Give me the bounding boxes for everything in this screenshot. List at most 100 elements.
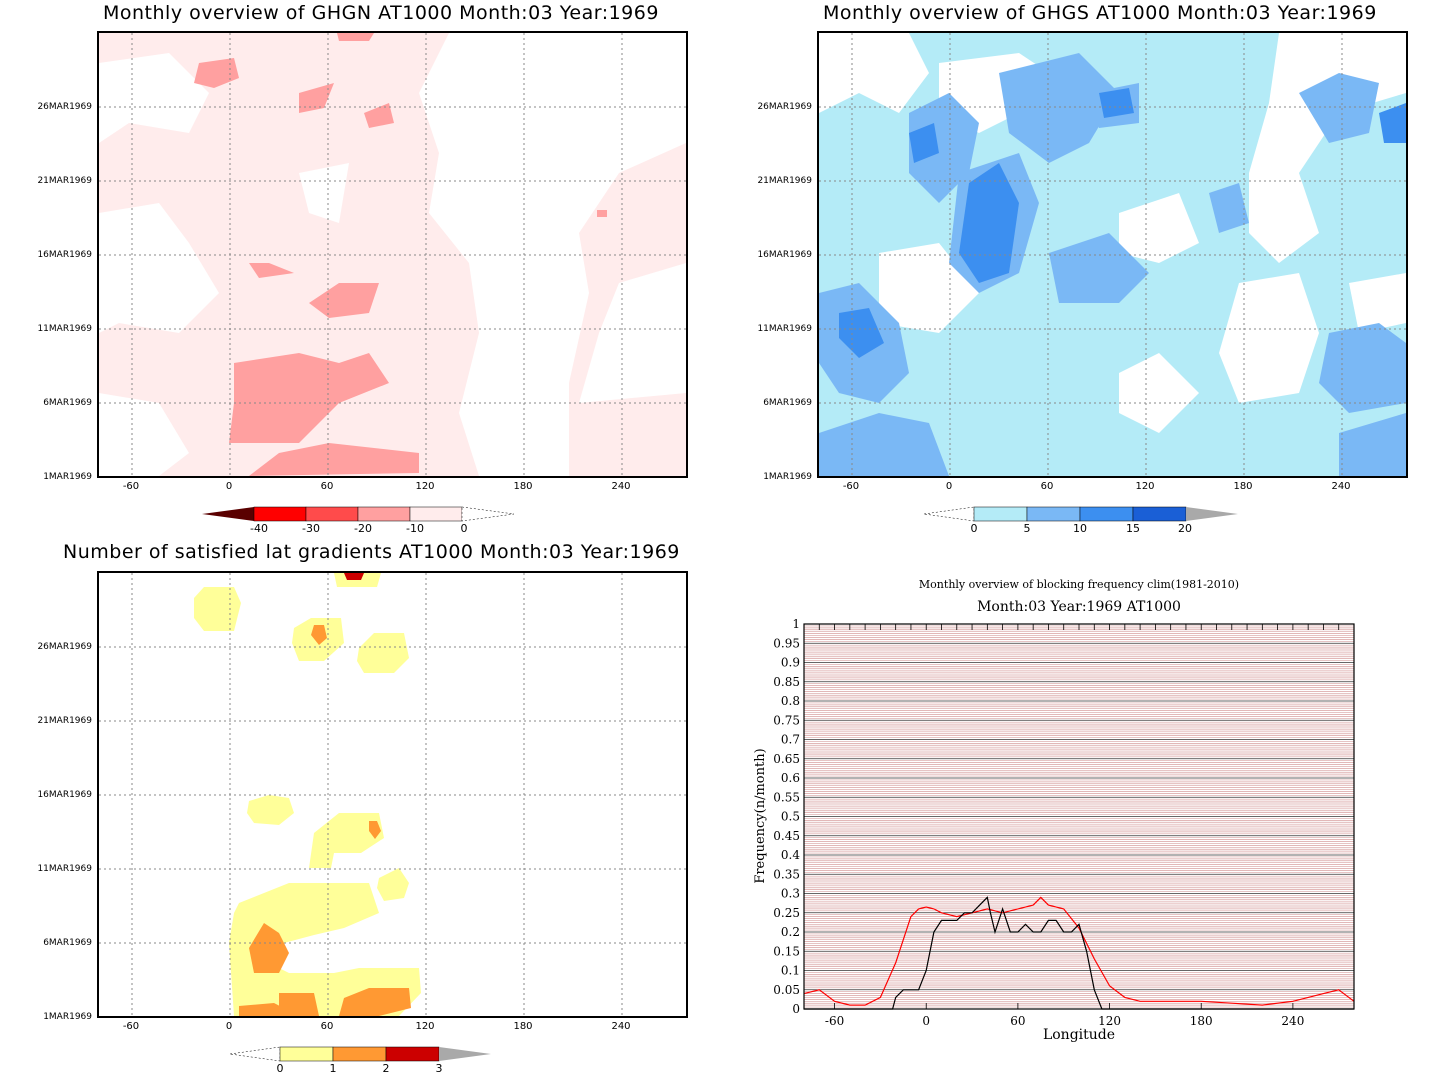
blocking-ytick-6: 0.3 [781,887,800,901]
ghgn-cbar-label-0: -40 [250,522,268,535]
gradients-xtick-5: 240 [611,1021,631,1032]
gradients-xtick-3: 120 [415,1021,435,1032]
ghgn-ytick-3: 16MAR1969 [37,250,92,260]
ghgn-cbar-label-4: 0 [460,522,468,535]
ghgs-xtick-5: 240 [1331,481,1351,492]
ghgs-grid [819,33,1406,476]
gradients-cbar-label-2: 2 [382,1062,390,1075]
gradients-cbar-label-3: 3 [435,1062,443,1075]
blocking-ytick-8: 0.4 [781,848,800,862]
ghgn-grid [99,33,686,476]
ghgs-colorbar [923,506,1238,522]
ghgs-xtick-0: -60 [842,481,860,492]
blocking-xtick-0: -60 [825,1014,844,1028]
gradients-cbar-label-1: 1 [329,1062,337,1075]
blocking-ytick-19: 0.95 [773,636,800,650]
ghgs-xtick-4: 180 [1233,481,1253,492]
ghgs-cbar-label-1: 5 [1023,522,1031,535]
ghgn-plot [97,31,688,478]
blocking-ytick-9: 0.45 [773,829,800,843]
ghgn-xtick-2: 60 [320,481,334,492]
ghgn-cbar-label-1: -30 [302,522,320,535]
blocking-xtick-3: 120 [1098,1014,1121,1028]
blocking-plot-area: 0 0.05 0.1 0.15 0.2 0.25 0.3 0.35 0.4 0.45 0.5 0.55… [773,617,1355,1028]
blocking-ytick-3: 0.15 [773,944,800,958]
ghgs-ytick-2: 11MAR1969 [757,324,812,334]
ghgn-ytick-2: 11MAR1969 [37,324,92,334]
gradients-xtick-2: 60 [320,1021,334,1032]
gradients-ytick-2: 11MAR1969 [37,864,92,874]
ghgs-cbar-label-4: 20 [1178,522,1192,535]
blocking-ytick-7: 0.35 [773,867,800,881]
gradients-xtick-4: 180 [513,1021,533,1032]
blocking-ytick-5: 0.25 [773,906,800,920]
gradients-grid [99,573,686,1016]
ghgn-xtick-3: 120 [415,481,435,492]
gradients-ytick-4: 21MAR1969 [37,716,92,726]
blocking-ytick-0: 0 [792,1002,800,1016]
ghgs-plot [817,31,1408,478]
blocking-frame [803,623,1355,1010]
blocking-series-1 [804,896,1354,1010]
ghgs-ytick-5: 26MAR1969 [757,102,812,112]
blocking-title: Monthly overview of blocking frequency c… [919,578,1239,591]
blocking-ytick-12: 0.6 [781,771,800,785]
blocking-ylabel: Frequency(n/month) [753,748,768,883]
ghgn-colorbar [202,506,515,522]
blocking-xtick-5: 240 [1281,1014,1304,1028]
blocking-ytick-2: 0.1 [781,964,800,978]
gradients-xtick-0: -60 [122,1021,140,1032]
gradients-ytick-0: 1MAR1969 [43,1012,92,1022]
ghgn-cbar-label-2: -20 [354,522,372,535]
ghgn-ytick-1: 6MAR1969 [43,398,92,408]
ghgs-xtick-2: 60 [1040,481,1054,492]
ghgs-xtick-3: 120 [1135,481,1155,492]
ghgs-xtick-1: 0 [945,481,953,492]
blocking-ytick-17: 0.85 [773,675,800,689]
ghgs-cbar-label-0: 0 [970,522,978,535]
gradients-ytick-3: 16MAR1969 [37,790,92,800]
blocking-ytick-16: 0.8 [781,694,800,708]
ghgn-ytick-0: 1MAR1969 [43,472,92,482]
blocking-ytick-20: 1 [792,617,800,631]
ghgn-ytick-4: 21MAR1969 [37,176,92,186]
blocking-chart: Monthly overview of blocking frequency c… [753,578,1355,1043]
blocking-ytick-10: 0.5 [781,810,800,824]
blocking-subtitle: Month:03 Year:1969 AT1000 [977,599,1181,615]
ghgn-cbar-label-3: -10 [406,522,424,535]
blocking-ytick-1: 0.05 [773,983,800,997]
blocking-ytick-15: 0.75 [773,713,800,727]
ghgs-ytick-0: 1MAR1969 [763,472,812,482]
blocking-ytick-11: 0.55 [773,790,800,804]
gradients-field [194,573,421,1016]
gradients-cbar-label-0: 0 [276,1062,284,1075]
ghgs-cbar-label-3: 15 [1126,522,1140,535]
blocking-xtick-2: 60 [1010,1014,1025,1028]
ghgn-xtick-1: 0 [225,481,233,492]
ghgn-field [99,33,686,476]
blocking-ytick-4: 0.2 [781,925,800,939]
blocking-xlabel: Longitude [1043,1027,1115,1043]
gradients-xtick-1: 0 [225,1021,233,1032]
blocking-ytick-18: 0.9 [781,656,800,670]
ghgn-xtick-0: -60 [122,481,140,492]
ghgs-cbar-label-2: 10 [1073,522,1087,535]
blocking-xtick-1: 0 [922,1014,930,1028]
blocking-ytick-14: 0.7 [781,733,800,747]
blocking-series-0 [803,896,1355,1006]
ghgs-title: Monthly overview of GHGS AT1000 Month:03… [823,2,1377,24]
gradients-ytick-5: 26MAR1969 [37,642,92,652]
ghgs-ytick-1: 6MAR1969 [763,398,812,408]
gradients-ytick-1: 6MAR1969 [43,938,92,948]
ghgs-ytick-3: 16MAR1969 [757,250,812,260]
gradients-title: Number of satisfied lat gradients AT1000… [63,541,680,563]
gradients-colorbar [229,1046,491,1062]
ghgn-ytick-5: 26MAR1969 [37,102,92,112]
ghgn-xtick-4: 180 [513,481,533,492]
gradients-plot [97,571,688,1018]
blocking-xtick-4: 180 [1190,1014,1213,1028]
ghgn-xtick-5: 240 [611,481,631,492]
ghgs-field [819,33,1406,476]
ghgs-ytick-4: 21MAR1969 [757,176,812,186]
ghgn-title: Monthly overview of GHGN AT1000 Month:03… [103,2,659,24]
